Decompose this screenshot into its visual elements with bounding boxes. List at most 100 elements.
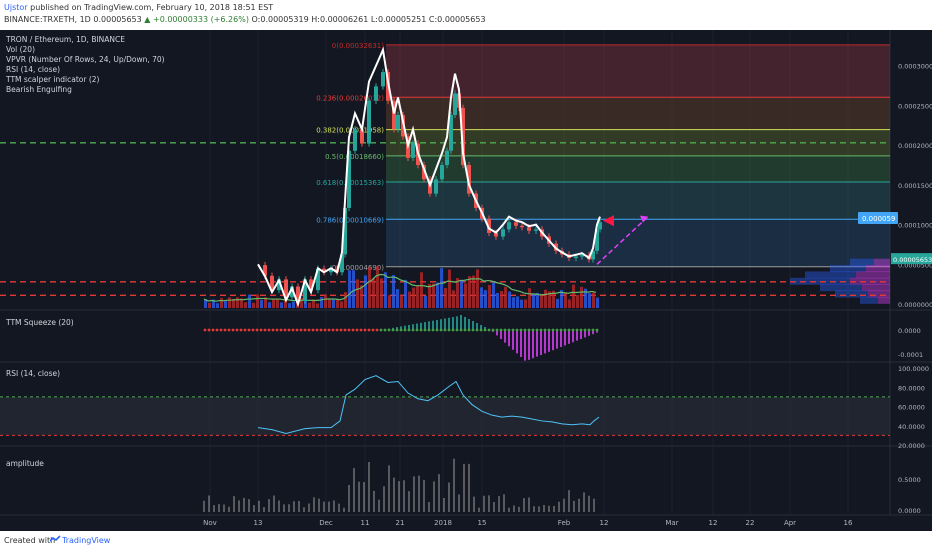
- chart-area[interactable]: 0(0.00032631)0.236(0.00026032)0.382(0.00…: [0, 30, 932, 531]
- legend-item: Bearish Engulfing: [6, 85, 72, 94]
- ttm-bar: [504, 330, 506, 343]
- candle-body: [347, 150, 351, 208]
- volume-bar: [584, 288, 587, 308]
- volume-bar: [528, 288, 531, 308]
- vpvr-bar: [874, 258, 890, 266]
- ttm-dot: [259, 328, 263, 332]
- volume-bar: [236, 297, 239, 308]
- volume-bar: [412, 287, 415, 308]
- rsi-line: [257, 375, 600, 434]
- volume-bar: [576, 294, 579, 308]
- ttm-dot: [335, 328, 339, 332]
- volume-bar: [476, 269, 479, 308]
- ttm-bar: [584, 330, 586, 338]
- volume-bar: [220, 298, 223, 308]
- volume-bar: [420, 272, 423, 308]
- ttm-dot: [387, 328, 391, 332]
- volume-bar: [456, 277, 459, 308]
- volume-bar: [372, 278, 375, 308]
- change-text: ▲ +0.00000333 (+6.26%): [144, 15, 249, 24]
- time-tick-label: 2018: [434, 519, 452, 527]
- price-pane[interactable]: 0(0.00032631)0.236(0.00026032)0.382(0.00…: [0, 30, 932, 516]
- volume-bar: [344, 292, 347, 308]
- ttm-bar: [444, 318, 446, 330]
- ttm-bar: [516, 330, 518, 354]
- volume-bar: [560, 290, 563, 308]
- volume-bar: [308, 302, 311, 308]
- volume-bar: [392, 275, 395, 308]
- ttm-bar: [508, 330, 510, 347]
- ttm-dot: [291, 328, 295, 332]
- candle-body: [501, 229, 505, 237]
- volume-bar: [468, 276, 471, 308]
- volume-bar: [380, 278, 383, 308]
- ttm-bar: [468, 319, 470, 330]
- price-marker-label: 0.000059: [862, 215, 895, 223]
- projection-arrowhead: [640, 215, 648, 223]
- vpvr-bar: [820, 284, 862, 292]
- volume-bar: [492, 282, 495, 308]
- candle-body: [440, 165, 444, 180]
- volume-bar: [356, 279, 359, 308]
- volume-bar: [252, 302, 255, 308]
- ttm-bar: [396, 327, 398, 330]
- volume-bar: [536, 292, 539, 308]
- ttm-pane-title: TTM Squeeze (20): [5, 318, 74, 327]
- ttm-dot: [567, 328, 571, 332]
- ttm-bar: [576, 330, 578, 341]
- last-price-tag: [891, 253, 932, 265]
- amplitude-pane[interactable]: 0.5000 0.0000 amplitude: [6, 458, 921, 515]
- ttm-bar: [432, 320, 434, 330]
- ttm-squeeze-pane[interactable]: 0.0000 -0.0001 TTM Squeeze (20): [5, 315, 923, 361]
- rsi-tick-label: 60.0000: [898, 404, 925, 412]
- legend-item: TTM scalper indicator (2): [5, 75, 100, 84]
- volume-bar: [444, 287, 447, 308]
- ttm-dot: [507, 328, 511, 332]
- volume-bar: [312, 299, 315, 308]
- ttm-dot: [395, 328, 399, 332]
- volume-bar: [256, 294, 259, 308]
- volume-bar: [496, 292, 499, 308]
- projection-line: [596, 216, 649, 265]
- candle-body: [322, 268, 326, 273]
- volume-bar: [548, 291, 551, 308]
- ttm-bar: [524, 330, 526, 361]
- volume-bar: [240, 298, 243, 308]
- ttm-dot: [391, 328, 395, 332]
- ttm-dot: [439, 328, 443, 332]
- time-tick-label: Dec: [319, 519, 333, 527]
- candle-body: [598, 222, 602, 230]
- rsi-pane[interactable]: 100.0000 80.0000 60.0000 40.0000 20.0000 RSI …: [0, 365, 929, 450]
- candle-body: [396, 114, 400, 130]
- volume-bar: [416, 285, 419, 308]
- volume-bar: [272, 299, 275, 308]
- candle-body: [461, 107, 465, 166]
- author-link[interactable]: Ujstor: [4, 3, 28, 12]
- volume-bar: [480, 287, 483, 308]
- volume-bar: [464, 283, 467, 308]
- volume-bar: [320, 297, 323, 308]
- volume-bar: [300, 297, 303, 308]
- ttm-dot: [555, 328, 559, 332]
- volume-bar: [264, 297, 267, 308]
- ttm-dot: [511, 328, 515, 332]
- legend-item: Vol (20): [6, 45, 35, 54]
- volume-bar: [520, 299, 523, 308]
- ttm-dot: [475, 328, 479, 332]
- ttm-dot: [267, 328, 271, 332]
- candle-body: [580, 255, 584, 257]
- vpvr-bar: [805, 271, 856, 279]
- vpvr-bar: [878, 296, 890, 304]
- ttm-bar: [556, 330, 558, 349]
- ttm-dot: [575, 328, 579, 332]
- ttm-dot: [375, 328, 379, 332]
- ttm-dot: [399, 328, 403, 332]
- ttm-dot: [343, 328, 347, 332]
- ttm-bar: [420, 322, 422, 330]
- volume-bar: [348, 270, 351, 308]
- tradingview-brand[interactable]: TradingView: [62, 536, 111, 545]
- ttm-dot: [479, 328, 483, 332]
- volume-bar: [292, 301, 295, 308]
- candle-body: [514, 222, 518, 226]
- ttm-bar: [424, 322, 426, 330]
